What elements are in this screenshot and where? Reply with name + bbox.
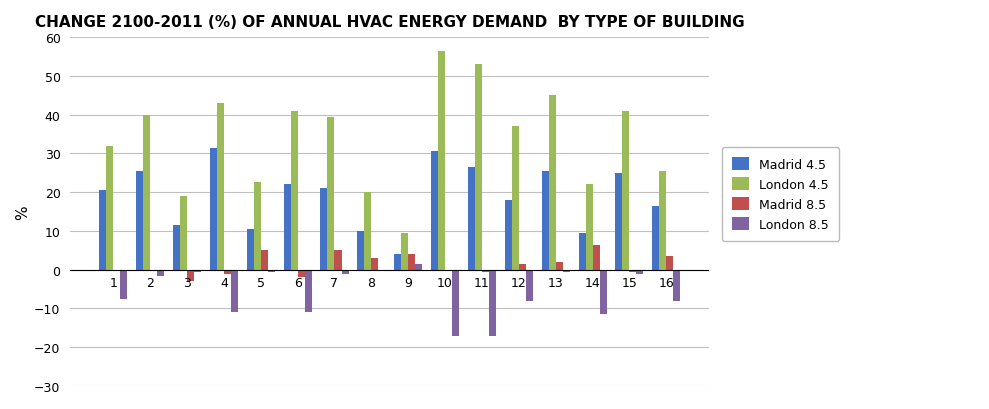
Text: 13: 13 [548,276,564,289]
Bar [291,112,298,270]
Text: 9: 9 [405,276,412,289]
Bar [364,193,371,270]
Bar [305,270,312,312]
Bar [415,264,422,270]
Bar [592,245,599,270]
Bar [549,96,556,270]
Text: 16: 16 [659,276,674,289]
Text: 12: 12 [511,276,527,289]
Bar [187,270,194,282]
Bar [653,206,660,270]
Bar [284,185,291,270]
Bar [512,127,519,270]
Bar [106,146,114,270]
Bar [599,270,606,315]
Bar [99,191,106,270]
Bar [542,171,549,270]
Bar [334,251,341,270]
Bar [452,270,459,336]
Bar [431,152,438,270]
Bar [194,270,201,272]
Bar [247,229,254,270]
Bar [674,270,680,301]
Bar [526,270,533,301]
Bar [357,231,364,270]
Bar [438,52,445,270]
Bar [217,104,224,270]
Text: 3: 3 [183,276,191,289]
Bar [585,185,592,270]
Bar [622,112,629,270]
Bar [660,171,667,270]
Bar [224,270,230,274]
Text: 10: 10 [437,276,453,289]
Bar [157,270,164,276]
Bar [615,173,622,270]
Bar [121,270,128,299]
Bar [136,171,143,270]
Bar [475,65,482,270]
Bar [268,270,275,272]
Bar [210,148,217,270]
Text: 5: 5 [257,276,265,289]
Bar [519,264,526,270]
Bar [579,233,585,270]
Bar [173,226,180,270]
Text: 7: 7 [330,276,338,289]
Bar [504,200,512,270]
Title: CHANGE 2100-2011 (%) OF ANNUAL HVAC ENERGY DEMAND  BY TYPE OF BUILDING: CHANGE 2100-2011 (%) OF ANNUAL HVAC ENER… [35,15,745,30]
Bar [667,256,674,270]
Bar [180,197,187,270]
Bar [629,270,636,272]
Bar [298,270,305,278]
Bar [402,233,408,270]
Bar [230,270,238,312]
Bar [320,189,327,270]
Text: 4: 4 [220,276,227,289]
Bar [563,270,570,272]
Bar [636,270,644,274]
Text: 2: 2 [146,276,154,289]
Bar [341,270,348,274]
Text: 8: 8 [367,276,376,289]
Bar [371,258,379,270]
Bar [327,117,334,270]
Bar [395,254,402,270]
Bar [254,183,261,270]
Bar [408,254,415,270]
Bar [482,270,489,272]
Legend: Madrid 4.5, London 4.5, Madrid 8.5, London 8.5: Madrid 4.5, London 4.5, Madrid 8.5, Lond… [722,148,840,241]
Text: 6: 6 [294,276,302,289]
Y-axis label: %: % [15,205,30,219]
Bar [489,270,495,336]
Text: 1: 1 [110,276,118,289]
Bar [468,168,475,270]
Bar [261,251,268,270]
Bar [556,262,563,270]
Bar [143,115,150,270]
Text: 11: 11 [474,276,490,289]
Text: 14: 14 [584,276,600,289]
Text: 15: 15 [621,276,637,289]
